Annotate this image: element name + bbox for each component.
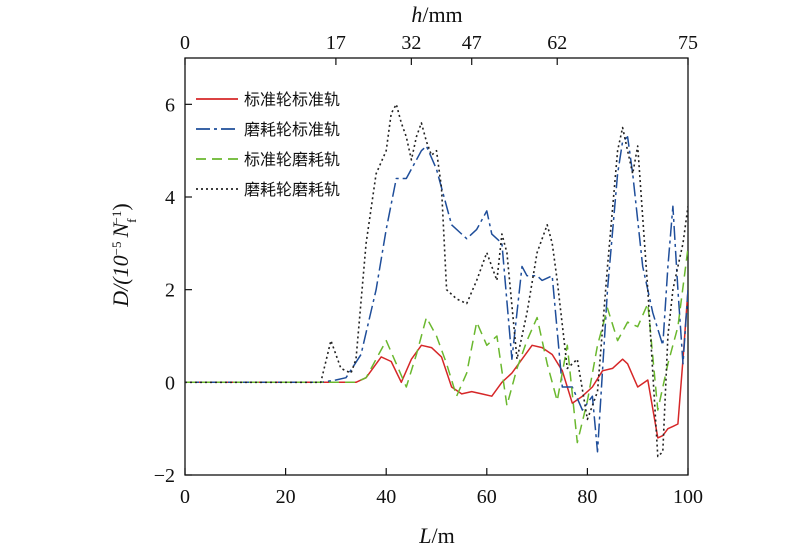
x-tick-label: 0 [180,486,190,508]
series-line-1 [185,289,688,439]
top-tick-label: 62 [547,32,567,54]
top-axis: 0 17 32 47 62 75 [180,32,698,65]
y-tick-label: 4 [165,187,175,209]
legend-label-2: 磨耗轮标准轨 [244,120,340,139]
x-tick-label: 100 [673,486,703,508]
x-tick-label: 20 [276,486,296,508]
y-tick-label: 0 [165,372,175,394]
series-line-2 [185,136,688,453]
y-tick-label: 2 [165,280,175,302]
top-tick-label: 17 [326,32,346,54]
y-tick-label: −2 [154,465,175,487]
top-tick-label: 47 [462,32,482,54]
top-axis-title: h/mm [411,2,462,27]
series-line-4 [185,103,688,458]
legend-label-1: 标准轮标准轨 [244,90,340,109]
series-layer [185,103,688,458]
x-axis-title: L/m [418,523,454,548]
y-axis: −2 0 2 4 6 [154,94,192,487]
x-tick-label: 80 [577,486,597,508]
y-axis-title: D/(10−5Nf−1) [108,203,139,307]
x-tick-label: 60 [477,486,497,508]
top-tick-label: 32 [401,32,421,54]
top-tick-label: 75 [678,32,698,54]
x-tick-label: 40 [376,486,396,508]
series-line-3 [185,247,688,444]
y-tick-label: 6 [165,94,175,116]
plot-frame [184,57,689,476]
legend-label-3: 标准轮磨耗轨 [244,150,340,169]
top-tick-label: 0 [180,32,190,54]
x-axis: 0 20 40 60 80 100 [180,468,703,508]
legend-label-4: 磨耗轮磨耗轨 [244,180,340,199]
